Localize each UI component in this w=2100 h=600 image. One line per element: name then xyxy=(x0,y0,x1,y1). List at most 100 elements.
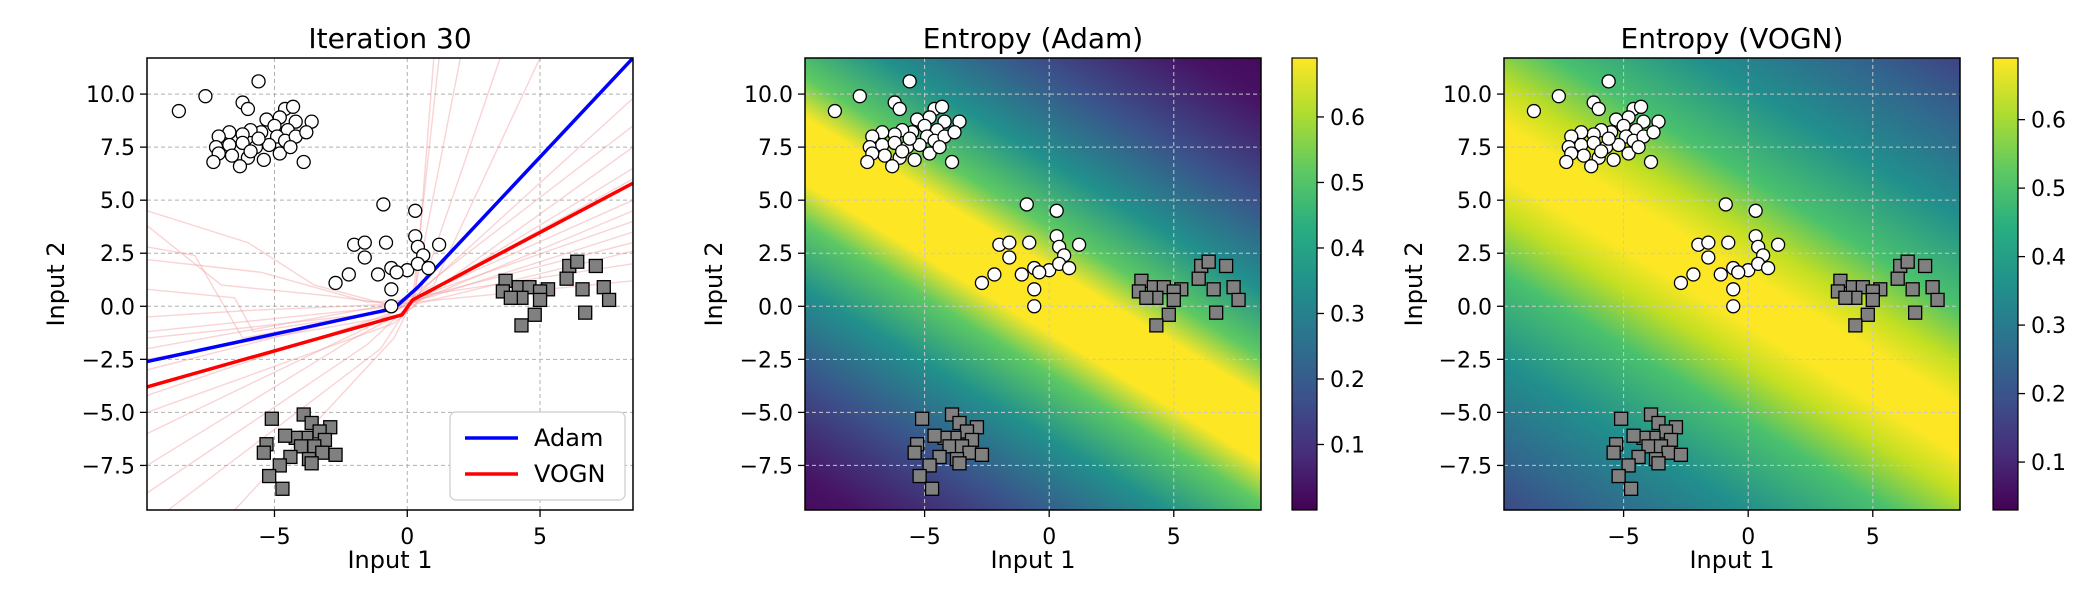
point-class-0 xyxy=(1027,299,1042,314)
point-class-0 xyxy=(1713,267,1728,282)
colorbar-tick-label: 0.4 xyxy=(1330,237,1365,262)
point-class-0 xyxy=(1726,282,1741,297)
point-class-0 xyxy=(1019,197,1034,212)
y-tick-label: 5.0 xyxy=(100,189,135,214)
point-class-0 xyxy=(243,144,258,159)
panel1-xlabel: Input 1 xyxy=(347,546,432,574)
point-class-1 xyxy=(1611,468,1626,484)
colorbar-tick-label: 0.1 xyxy=(2031,451,2066,476)
point-class-1 xyxy=(1905,282,1920,297)
point-class-1 xyxy=(601,292,617,308)
point-class-1 xyxy=(596,280,611,295)
point-class-0 xyxy=(944,154,960,170)
point-class-0 xyxy=(1049,203,1064,218)
y-tick-label: 7.5 xyxy=(758,136,793,161)
point-class-0 xyxy=(1726,299,1741,314)
point-class-0 xyxy=(1526,103,1542,119)
colorbar-tick-label: 0.4 xyxy=(2031,246,2066,271)
point-class-0 xyxy=(852,89,867,104)
point-class-0 xyxy=(1027,282,1042,297)
point-class-0 xyxy=(895,144,910,159)
point-class-1 xyxy=(264,411,279,426)
point-class-0 xyxy=(296,154,311,170)
point-class-1 xyxy=(924,481,940,496)
point-class-0 xyxy=(341,267,356,282)
point-class-1 xyxy=(927,428,942,443)
point-class-0 xyxy=(987,267,1002,282)
posterior-sample-line xyxy=(147,125,633,371)
point-class-1 xyxy=(1191,271,1206,286)
posterior-sample-line xyxy=(147,210,633,308)
point-class-1 xyxy=(1930,292,1945,308)
point-class-0 xyxy=(1061,260,1077,276)
point-class-0 xyxy=(885,159,900,174)
series-line-adam xyxy=(147,58,633,364)
panel2-points xyxy=(827,74,1246,496)
point-class-0 xyxy=(240,101,256,117)
colorbar-tick-label: 0.5 xyxy=(1330,171,1365,196)
point-class-0 xyxy=(902,131,917,146)
point-class-1 xyxy=(272,458,287,473)
point-class-0 xyxy=(272,146,287,161)
y-tick-label: 10.0 xyxy=(1443,83,1492,108)
point-class-1 xyxy=(1208,305,1224,320)
legend-box xyxy=(449,411,626,501)
point-class-0 xyxy=(384,282,399,297)
point-class-1 xyxy=(588,258,603,274)
colorbar-tick-label: 0.2 xyxy=(1330,368,1365,393)
posterior-sample-line xyxy=(147,250,633,333)
x-tick-label: −5 xyxy=(908,525,940,550)
point-class-0 xyxy=(860,154,875,170)
point-class-0 xyxy=(1701,235,1716,250)
point-class-1 xyxy=(578,305,593,320)
point-class-1 xyxy=(1226,280,1241,295)
point-class-0 xyxy=(1002,235,1017,250)
x-tick-label: 5 xyxy=(533,525,547,550)
point-class-0 xyxy=(1606,152,1621,168)
colorbar-tick-label: 0.1 xyxy=(1330,433,1365,458)
point-class-0 xyxy=(376,197,391,212)
panel3-title: Entropy (VOGN) xyxy=(1621,22,1844,55)
point-class-1 xyxy=(570,254,585,269)
panel1-title: Iteration 30 xyxy=(308,22,471,55)
point-class-1 xyxy=(1206,282,1221,297)
point-class-1 xyxy=(922,458,937,473)
point-class-1 xyxy=(974,447,990,462)
point-class-0 xyxy=(947,125,962,140)
x-tick-label: 5 xyxy=(1167,525,1181,550)
point-class-1 xyxy=(256,445,272,460)
y-tick-label: 0.0 xyxy=(1457,295,1492,320)
point-class-0 xyxy=(902,74,917,89)
point-class-0 xyxy=(1701,250,1716,265)
point-class-0 xyxy=(232,159,248,174)
point-class-1 xyxy=(1149,318,1164,333)
panel1-series xyxy=(147,58,633,389)
point-class-0 xyxy=(907,152,922,168)
panel2-colorbar-ticks: 0.1 0.2 0.3 0.4 0.5 0.6 xyxy=(1317,106,1365,458)
panel3-ylabel: Input 2 xyxy=(1400,241,1428,326)
point-class-1 xyxy=(914,411,930,426)
y-tick-label: −2.5 xyxy=(1439,348,1492,373)
point-class-1 xyxy=(1890,271,1905,286)
panel2-colorbar xyxy=(1291,57,1318,511)
point-class-0 xyxy=(251,131,266,146)
posterior-sample-line xyxy=(167,58,440,510)
point-class-0 xyxy=(283,139,298,155)
point-class-0 xyxy=(1611,137,1626,153)
point-class-0 xyxy=(1621,146,1636,161)
panel3-frame xyxy=(1503,57,1961,511)
point-class-0 xyxy=(1673,275,1689,291)
point-class-0 xyxy=(251,74,266,89)
y-tick-label: 7.5 xyxy=(1457,136,1492,161)
colorbar-tick-label: 0.3 xyxy=(1330,302,1365,327)
y-tick-label: 10.0 xyxy=(744,83,793,108)
point-class-1 xyxy=(1606,445,1621,460)
point-class-1 xyxy=(907,445,922,460)
point-class-0 xyxy=(1631,139,1646,155)
panel3-axes: −5 0 5 −7.5 −5.0 −2.5 0.0 2.5 5.0 7.5 10.0 xyxy=(1439,83,1880,550)
point-class-0 xyxy=(389,265,404,280)
point-class-0 xyxy=(206,154,221,170)
point-class-1 xyxy=(503,290,518,305)
panel3-xlabel: Input 1 xyxy=(1689,546,1774,574)
point-class-0 xyxy=(1646,125,1661,140)
